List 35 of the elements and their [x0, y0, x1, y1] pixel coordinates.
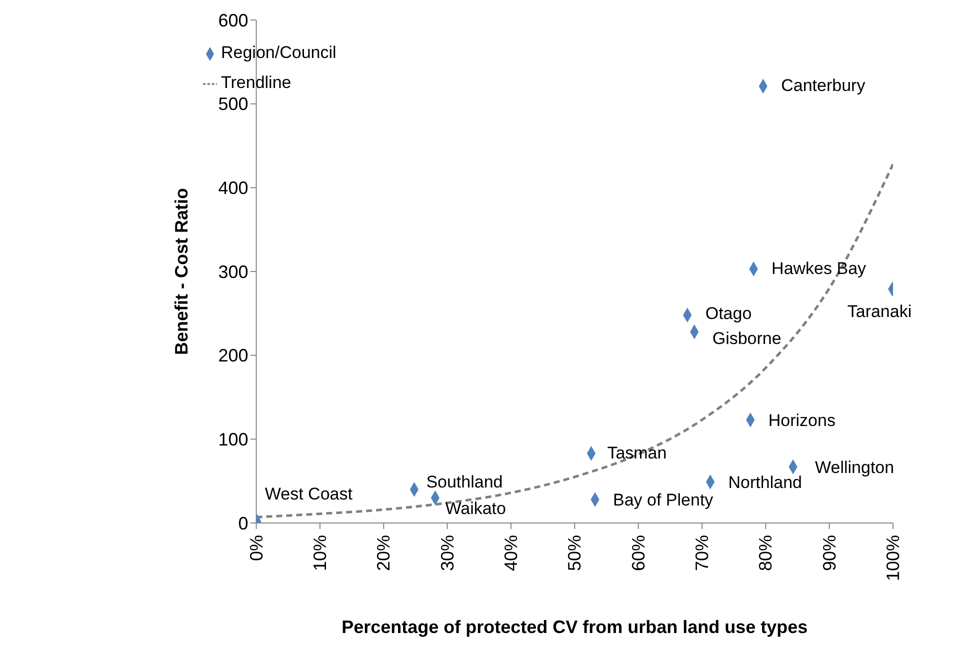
x-tick-label: 20%: [374, 535, 394, 572]
x-axis-title: Percentage of protected CV from urban land use types: [342, 617, 808, 637]
annotation: Horizons: [768, 410, 836, 430]
y-tick-label: 400: [218, 178, 248, 198]
x-tick-label: 50%: [564, 535, 585, 572]
x-tick-label: 30%: [437, 535, 458, 572]
annotation: West Coast: [264, 484, 353, 504]
y-tick-label: 600: [218, 10, 248, 30]
x-tick-label: 60%: [628, 535, 648, 572]
y-tick-label: 0: [238, 513, 248, 534]
annotation: Waikato: [445, 498, 506, 518]
annotation: Northland: [728, 472, 802, 492]
legend-label: Region/Council: [221, 43, 336, 62]
x-tick-label: 70%: [692, 535, 712, 572]
y-tick-label: 100: [218, 430, 248, 450]
y-tick-label: 200: [218, 346, 248, 366]
x-tick-label: 0%: [246, 535, 266, 562]
annotation: Gisborne: [712, 328, 782, 348]
legend-label: Trendline: [221, 73, 292, 92]
x-tick-label: 80%: [756, 535, 776, 572]
annotation: Wellington: [815, 458, 894, 477]
annotation: Bay of Plenty: [613, 490, 714, 510]
annotation: Taranaki: [847, 302, 912, 322]
annotation: Tasman: [607, 443, 667, 462]
annotation: Canterbury: [781, 76, 866, 96]
x-tick-label: 10%: [310, 535, 330, 572]
y-tick-label: 300: [218, 262, 248, 282]
x-tick-label: 40%: [500, 535, 521, 572]
y-tick-label: 500: [218, 94, 248, 114]
x-tick-label: 100%: [883, 535, 903, 582]
annotation: Otago: [705, 304, 752, 324]
x-tick-label: 90%: [819, 535, 840, 572]
annotation: Southland: [426, 472, 503, 492]
annotation: Hawkes Bay: [772, 258, 867, 278]
y-axis-title: Benefit - Cost Ratio: [172, 188, 192, 356]
